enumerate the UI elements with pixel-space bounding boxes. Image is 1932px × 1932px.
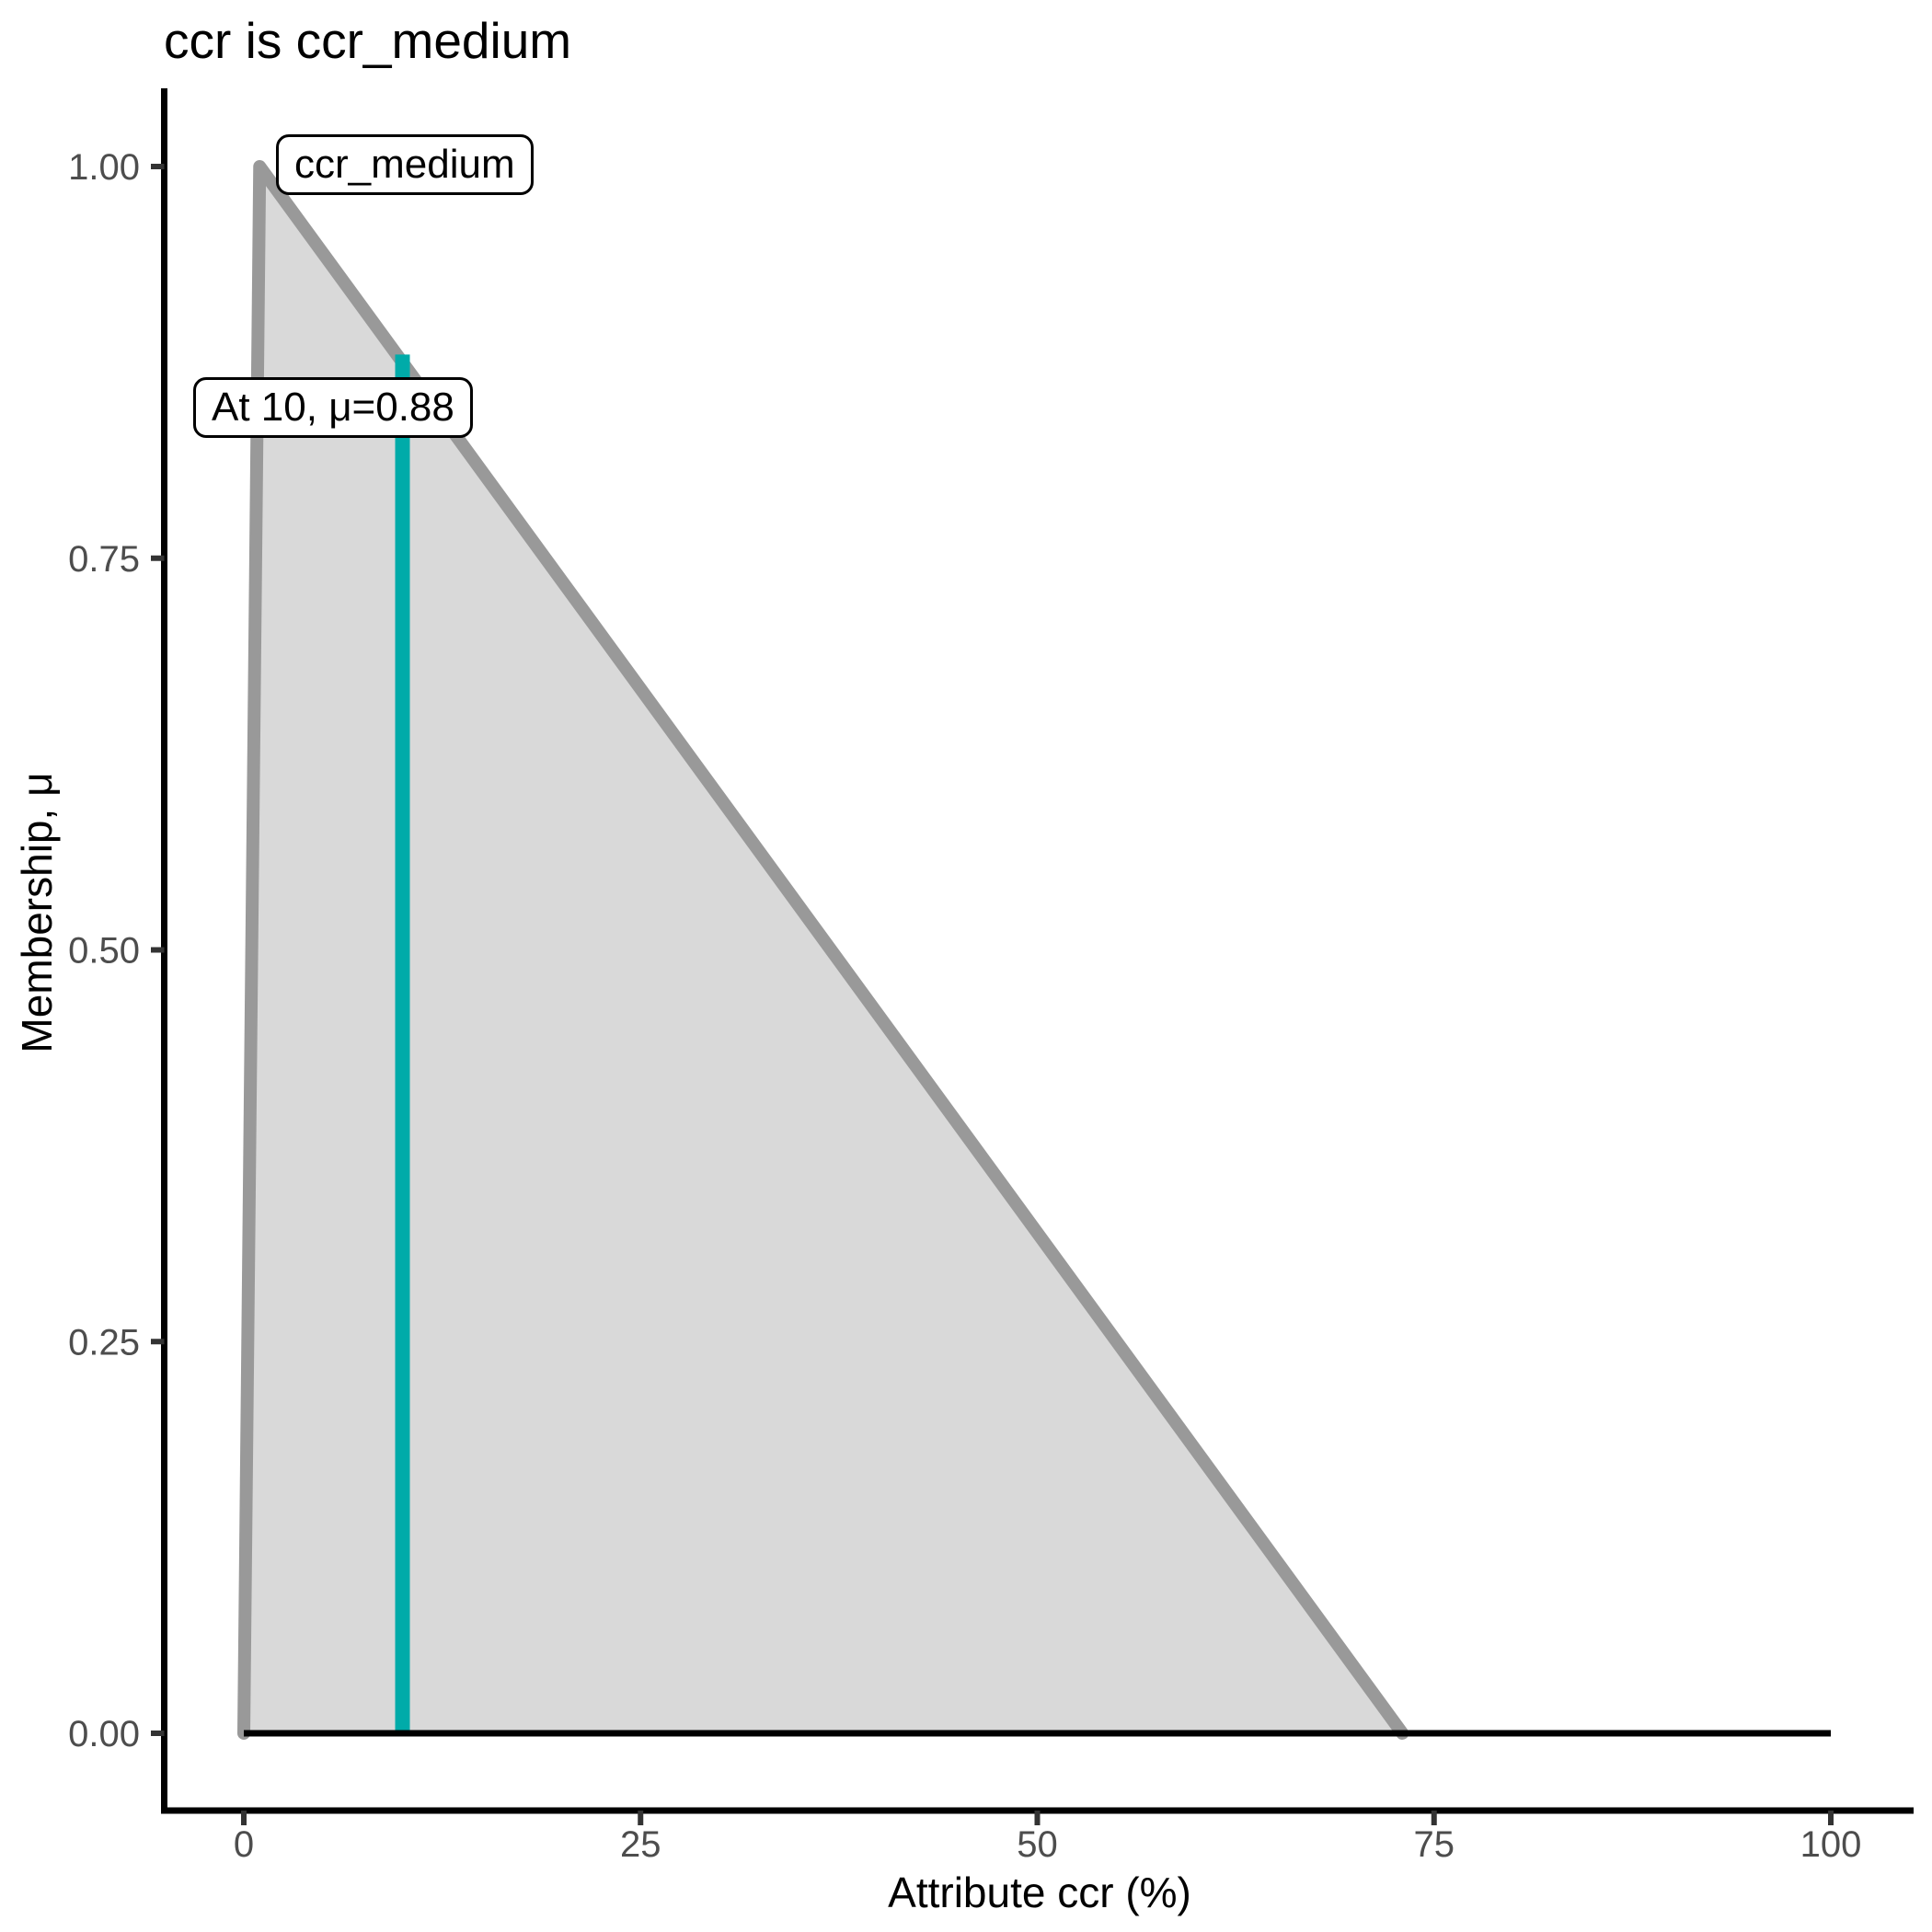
x-tick-label: 0 <box>234 1824 254 1865</box>
y-tick-label: 0.25 <box>68 1322 140 1363</box>
set-name-label: ccr_medium <box>276 134 534 195</box>
membership-outline <box>237 160 1409 1740</box>
y-tick-label: 1.00 <box>68 147 140 188</box>
chart-title: ccr is ccr_medium <box>164 12 572 69</box>
y-tick-label: 0.75 <box>68 539 140 580</box>
x-tick-label: 50 <box>1017 1824 1058 1865</box>
x-tick-label: 100 <box>1800 1824 1862 1865</box>
y-axis-title: Membership, μ <box>13 772 61 1053</box>
evaluation-point-label: At 10, μ=0.88 <box>193 377 473 438</box>
y-tick-label: 0.00 <box>68 1714 140 1754</box>
x-tick-label: 75 <box>1414 1824 1455 1865</box>
x-tick-label: 25 <box>620 1824 661 1865</box>
x-axis-title: Attribute ccr (%) <box>888 1869 1191 1916</box>
y-tick-label: 0.50 <box>68 931 140 972</box>
